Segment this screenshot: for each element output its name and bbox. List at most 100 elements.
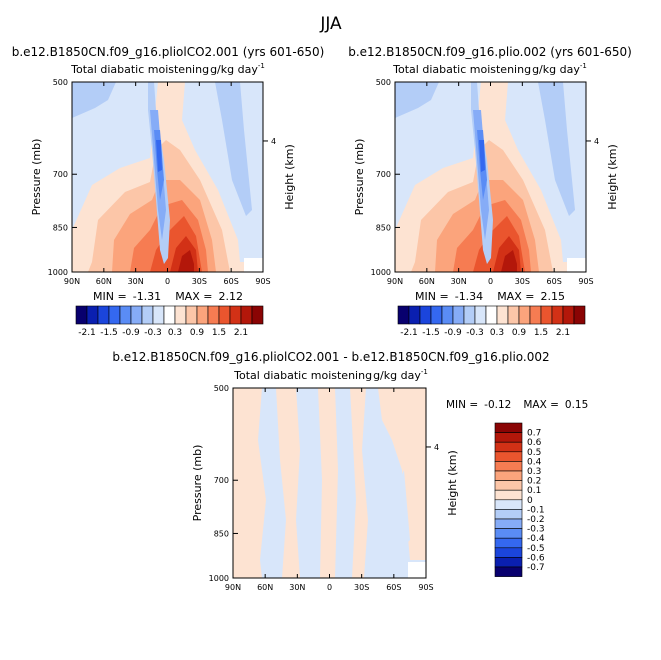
colorbar-label: 0.7 bbox=[527, 429, 541, 439]
colorbar-box bbox=[494, 451, 523, 462]
colorbar-box bbox=[494, 566, 523, 577]
colorbar-box bbox=[485, 305, 498, 325]
colorbar-label: 0.2 bbox=[527, 477, 541, 487]
panel-2-variable-title: Total diabatic moisteningg/kg day-1 bbox=[392, 62, 587, 76]
colorbar-box bbox=[494, 461, 523, 472]
colorbar-box bbox=[494, 422, 523, 433]
x-tick-label: 30N bbox=[128, 277, 144, 286]
x-tick-label: 90S bbox=[418, 583, 433, 592]
y-axis-label: Pressure (mb) bbox=[353, 139, 366, 216]
panel-1-case-title: b.e12.B1850CN.f09_g16.pliolCO2.001 (yrs … bbox=[12, 45, 325, 59]
colorbar-label: 0.1 bbox=[527, 486, 541, 496]
colorbar-box bbox=[75, 305, 88, 325]
colorbar-label: 0.3 bbox=[168, 328, 182, 338]
x-tick-label: 0 bbox=[327, 583, 332, 592]
colorbar-label: -0.1 bbox=[527, 505, 545, 515]
colorbar-box bbox=[463, 305, 476, 325]
colorbar-box bbox=[494, 518, 523, 529]
colorbar-box bbox=[494, 470, 523, 481]
page-title: JJA bbox=[319, 14, 342, 34]
y-tick-label: 700 bbox=[214, 476, 229, 485]
panel-3: b.e12.B1850CN.f09_g16.pliolCO2.001 - b.e… bbox=[112, 350, 588, 592]
colorbar-box bbox=[86, 305, 99, 325]
colorbar-label: 1.5 bbox=[534, 328, 548, 338]
colorbar-label: -0.3 bbox=[466, 328, 484, 338]
y2-tick-label: 4 bbox=[594, 137, 599, 146]
panel-3-variable-title: Total diabatic moisteningg/kg day-1 bbox=[233, 368, 428, 382]
colorbar-label: 0.4 bbox=[527, 457, 542, 467]
panel-3-field bbox=[233, 388, 426, 578]
panel-1-stats: MIN = -1.31 MAX = 2.12 bbox=[93, 290, 243, 303]
colorbar-box bbox=[141, 305, 154, 325]
colorbar-box bbox=[185, 305, 198, 325]
colorbar-label: -0.3 bbox=[144, 328, 162, 338]
colorbar-box bbox=[152, 305, 165, 325]
colorbar-box bbox=[207, 305, 220, 325]
x-tick-label: 0 bbox=[488, 277, 493, 286]
y-tick-label: 500 bbox=[53, 78, 68, 87]
y2-axis-label: Height (km) bbox=[606, 144, 619, 210]
x-tick-label: 60S bbox=[547, 277, 562, 286]
colorbar-label: -0.9 bbox=[444, 328, 462, 338]
y-tick-label: 1000 bbox=[371, 268, 391, 277]
colorbar-label: 0.9 bbox=[190, 328, 205, 338]
colorbar-label: -0.7 bbox=[527, 563, 545, 573]
colorbar-box bbox=[494, 441, 523, 453]
panel-2-case-title: b.e12.B1850CN.f09_g16.plio.002 (yrs 601-… bbox=[348, 45, 632, 59]
x-tick-label: 30S bbox=[515, 277, 530, 286]
x-tick-label: 90S bbox=[255, 277, 270, 286]
colorbar-label: 0.3 bbox=[527, 467, 541, 477]
colorbar-box bbox=[494, 509, 523, 520]
panel-2-colorbar: -2.1 -1.5 -0.9 -0.3 0.3 0.9 1.5 2.1 bbox=[397, 305, 586, 338]
colorbar-box bbox=[551, 305, 564, 325]
y2-tick-label: 4 bbox=[271, 137, 276, 146]
colorbar-box bbox=[518, 305, 531, 325]
colorbar-label: -0.9 bbox=[122, 328, 140, 338]
colorbar-box bbox=[408, 305, 421, 325]
colorbar-box bbox=[494, 557, 523, 568]
colorbar-box bbox=[174, 305, 187, 325]
colorbar-label: -0.4 bbox=[527, 534, 545, 544]
colorbar-label: -1.5 bbox=[100, 328, 118, 338]
colorbar-label: -2.1 bbox=[78, 328, 96, 338]
colorbar-box bbox=[240, 305, 253, 325]
panel-1-colorbar: -2.1 -1.5 -0.9 -0.3 0.3 0.9 1.5 2.1 bbox=[75, 305, 264, 338]
y-tick-label: 850 bbox=[214, 529, 229, 538]
colorbar-box bbox=[163, 305, 176, 325]
y-tick-label: 500 bbox=[376, 78, 391, 87]
colorbar-label: 0.6 bbox=[527, 438, 542, 448]
colorbar-box bbox=[119, 305, 132, 325]
colorbar-box bbox=[573, 305, 586, 325]
x-tick-label: 90N bbox=[225, 583, 241, 592]
y-tick-label: 1000 bbox=[209, 574, 229, 583]
colorbar-label: 0.5 bbox=[527, 448, 541, 458]
y-tick-label: 700 bbox=[53, 170, 68, 179]
y-tick-label: 500 bbox=[214, 384, 229, 393]
colorbar-box bbox=[474, 305, 487, 325]
colorbar-box bbox=[507, 305, 520, 325]
colorbar-box bbox=[441, 305, 454, 325]
colorbar-label: -1.5 bbox=[422, 328, 440, 338]
y-axis-label: Pressure (mb) bbox=[30, 139, 43, 216]
colorbar-label: -0.6 bbox=[527, 553, 545, 563]
colorbar-box bbox=[496, 305, 509, 325]
y-tick-label: 700 bbox=[376, 170, 391, 179]
x-tick-label: 60N bbox=[96, 277, 112, 286]
colorbar-box bbox=[540, 305, 553, 325]
y-tick-label: 850 bbox=[376, 223, 391, 232]
colorbar-label: -2.1 bbox=[400, 328, 418, 338]
colorbar-label: -0.2 bbox=[527, 515, 545, 525]
colorbar-label: 1.5 bbox=[212, 328, 226, 338]
colorbar-box bbox=[529, 305, 542, 325]
x-tick-label: 30N bbox=[451, 277, 467, 286]
x-tick-label: 90N bbox=[64, 277, 80, 286]
y2-axis-label: Height (km) bbox=[446, 450, 459, 516]
colorbar-box bbox=[494, 489, 523, 501]
colorbar-box bbox=[494, 537, 523, 549]
colorbar-label: 0 bbox=[527, 496, 533, 506]
colorbar-box bbox=[494, 499, 523, 510]
colorbar-box bbox=[494, 547, 523, 558]
panel-1-variable-title: Total diabatic moisteningg/kg day-1 bbox=[70, 62, 265, 76]
x-tick-label: 30S bbox=[354, 583, 369, 592]
